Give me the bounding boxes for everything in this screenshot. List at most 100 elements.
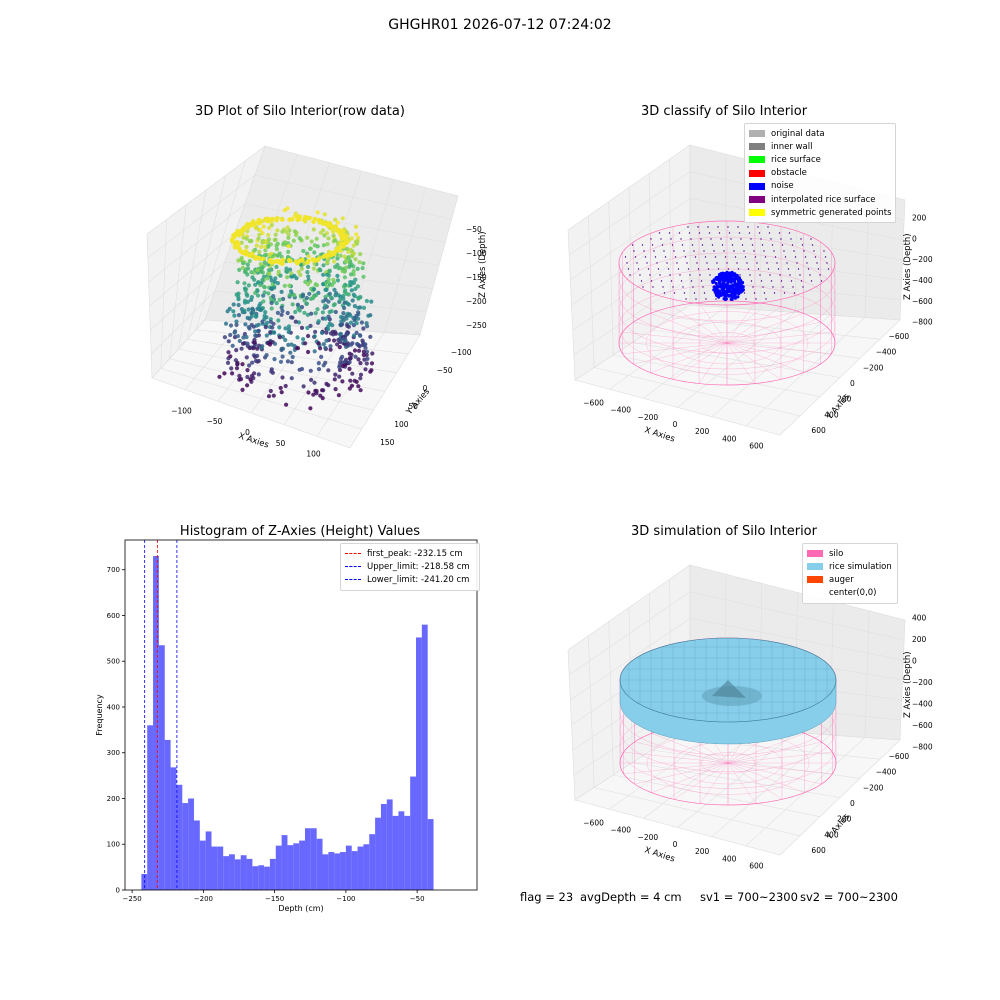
data-point [242, 300, 248, 305]
noise-point [712, 285, 717, 289]
interp-point [713, 250, 715, 252]
data-point [312, 216, 318, 222]
data-point [228, 323, 234, 328]
data-point [351, 333, 357, 338]
data-point [314, 283, 320, 288]
data-point [287, 283, 292, 288]
data-point [245, 229, 250, 234]
interp-point [783, 250, 785, 252]
data-point [279, 346, 284, 351]
interp-point [662, 286, 664, 288]
noise-point [735, 274, 739, 278]
data-point [241, 227, 246, 233]
interp-point [633, 250, 635, 252]
data-point [331, 277, 336, 282]
data-point [349, 342, 354, 347]
data-point [296, 269, 301, 274]
data-point [307, 215, 312, 221]
tick-label: −600 [889, 752, 910, 761]
data-point [324, 338, 329, 343]
data-point [232, 330, 237, 335]
data-point [262, 285, 267, 290]
interp-point [659, 274, 661, 276]
tick-label: 200 [837, 815, 852, 824]
y-tick-label: 300 [107, 749, 120, 757]
data-point [312, 261, 317, 266]
data-point [306, 274, 311, 279]
data-point [267, 342, 273, 347]
data-point [282, 283, 287, 288]
tick-label: −200 [638, 413, 659, 422]
data-point [223, 321, 229, 326]
data-point [358, 361, 363, 366]
data-point [251, 346, 256, 351]
noise-point [737, 285, 742, 289]
legend-swatch [749, 182, 765, 190]
interp-point [710, 238, 712, 240]
interp-point [791, 244, 794, 246]
data-point [336, 337, 341, 343]
data-point [246, 307, 251, 312]
interp-point [756, 262, 758, 264]
tick-label: −200 [912, 255, 933, 264]
data-point [229, 366, 234, 371]
data-point [348, 378, 353, 383]
data-point [313, 329, 318, 334]
histogram-bar [392, 815, 399, 890]
legend-swatch [749, 196, 765, 204]
data-point [237, 373, 242, 378]
data-point [348, 260, 353, 265]
data-point [342, 254, 347, 259]
interp-point [810, 238, 812, 240]
data-point [280, 257, 286, 263]
data-point [226, 339, 231, 344]
data-point [272, 357, 277, 362]
interp-point [770, 280, 773, 282]
data-point [236, 313, 242, 318]
data-point [236, 294, 241, 299]
data-point [285, 269, 290, 274]
histogram-bar [188, 798, 194, 890]
interp-point [820, 280, 823, 282]
histogram-bar [427, 819, 434, 890]
interp-point [776, 262, 778, 264]
data-point [345, 343, 350, 348]
data-point [311, 392, 316, 397]
data-point [319, 220, 325, 225]
interp-point [811, 244, 814, 246]
histogram-bar [304, 828, 311, 890]
interp-point [764, 256, 767, 258]
histogram-bar [252, 866, 259, 890]
histogram-bar [416, 637, 422, 890]
data-point [255, 288, 260, 293]
histogram-bar [369, 834, 376, 890]
data-point [276, 269, 281, 274]
data-point [331, 233, 336, 238]
data-point [327, 221, 333, 227]
data-point [364, 321, 369, 326]
data-point [365, 356, 370, 361]
data-point [299, 366, 305, 372]
grid-line [254, 174, 452, 220]
data-point [295, 217, 300, 223]
data-point [267, 252, 272, 257]
data-point [237, 267, 242, 272]
data-point [353, 354, 358, 359]
tick-label: −250 [466, 321, 487, 330]
data-point [236, 302, 241, 308]
data-point [338, 294, 343, 299]
legend-label: auger [829, 574, 854, 585]
interp-point [714, 256, 717, 258]
data-point [303, 279, 308, 284]
data-point [277, 335, 282, 340]
interp-point [800, 280, 803, 282]
noise-point [723, 279, 727, 283]
interp-point [695, 298, 697, 300]
tick-label: −100 [466, 249, 487, 258]
interp-point [826, 262, 828, 264]
tick-label: 200 [695, 427, 710, 436]
y-tick-label: 100 [107, 841, 120, 849]
data-point [335, 278, 340, 283]
interp-point [727, 226, 729, 228]
data-point [283, 326, 288, 331]
